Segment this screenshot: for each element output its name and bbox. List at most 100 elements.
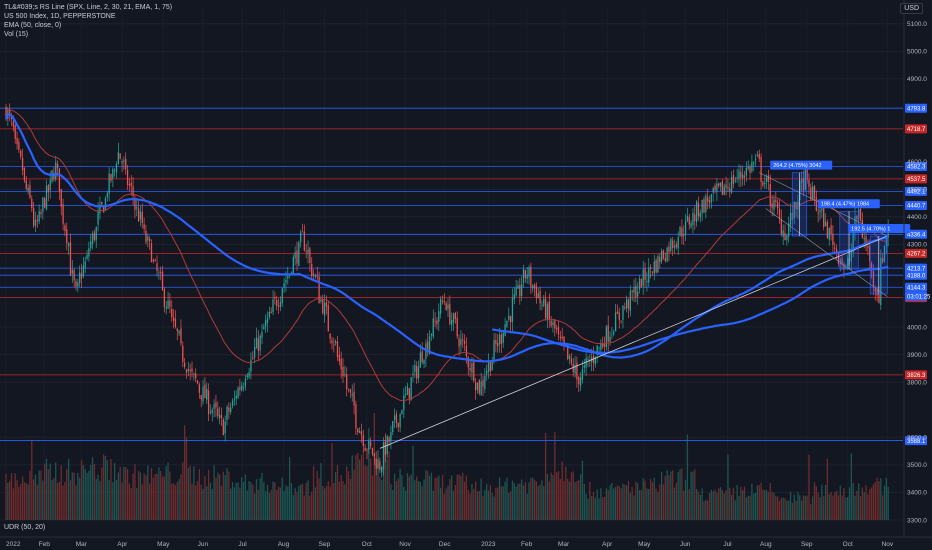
candle-body[interactable]: [259, 335, 261, 351]
candle-body[interactable]: [71, 269, 73, 274]
candle-body[interactable]: [596, 345, 598, 355]
candle-body[interactable]: [112, 168, 114, 179]
candle-body[interactable]: [195, 373, 197, 379]
candle-body[interactable]: [769, 184, 771, 207]
candle-body[interactable]: [850, 251, 852, 262]
candle-body[interactable]: [826, 222, 829, 239]
candle-body[interactable]: [452, 313, 455, 323]
level-price-tag[interactable]: 4336.4: [905, 229, 927, 239]
candle-body[interactable]: [672, 240, 674, 248]
candle-body[interactable]: [824, 221, 827, 226]
currency-button[interactable]: USD: [900, 3, 923, 14]
level-price-tag[interactable]: 4492.1: [905, 186, 927, 196]
candle-body[interactable]: [270, 311, 272, 314]
candle-body[interactable]: [207, 390, 210, 414]
candle-body[interactable]: [508, 315, 510, 320]
candle-body[interactable]: [40, 212, 42, 214]
candle-body[interactable]: [703, 199, 705, 213]
candle-body[interactable]: [305, 251, 307, 252]
candle-body[interactable]: [524, 270, 526, 279]
candle-body[interactable]: [163, 289, 166, 307]
candle-body[interactable]: [108, 173, 110, 194]
level-price-tag[interactable]: 4793.8: [905, 103, 927, 113]
candle-body[interactable]: [550, 320, 552, 326]
candle-body[interactable]: [751, 162, 753, 172]
candle-body[interactable]: [821, 208, 823, 211]
candle-body[interactable]: [532, 285, 534, 289]
candle-body[interactable]: [115, 163, 118, 173]
candle-body[interactable]: [471, 363, 473, 373]
candle-body[interactable]: [611, 334, 613, 336]
candle-body[interactable]: [366, 449, 368, 451]
candle-body[interactable]: [182, 345, 184, 362]
candle-body[interactable]: [261, 331, 263, 338]
candle-body[interactable]: [406, 386, 409, 395]
candle-body[interactable]: [242, 386, 245, 388]
candle-body[interactable]: [625, 298, 628, 309]
candle-body[interactable]: [786, 235, 788, 241]
candle-body[interactable]: [248, 372, 250, 378]
candle-body[interactable]: [578, 376, 580, 385]
candle-body[interactable]: [482, 379, 484, 387]
candle-body[interactable]: [333, 344, 335, 346]
candle-body[interactable]: [23, 167, 26, 181]
indicator-title[interactable]: TL&#039;s RS Line (SPX, Line, 2, 30, 21,…: [4, 4, 173, 11]
candle-body[interactable]: [204, 384, 206, 399]
candle-body[interactable]: [215, 402, 217, 408]
candle-body[interactable]: [277, 305, 280, 307]
candle-body[interactable]: [64, 225, 66, 231]
candle-body[interactable]: [670, 239, 672, 251]
candle-body[interactable]: [707, 197, 709, 202]
candle-body[interactable]: [14, 125, 16, 139]
candle-body[interactable]: [104, 198, 107, 211]
candle-body[interactable]: [865, 236, 867, 246]
candle-body[interactable]: [21, 157, 24, 170]
candle-body[interactable]: [812, 186, 814, 200]
candle-body[interactable]: [82, 265, 84, 277]
candle-body[interactable]: [314, 275, 317, 277]
candle-body[interactable]: [567, 344, 569, 359]
candle-body[interactable]: [780, 218, 782, 235]
candle-body[interactable]: [67, 243, 70, 246]
candle-body[interactable]: [128, 184, 131, 186]
candle-body[interactable]: [86, 254, 88, 259]
level-price-tag[interactable]: 4188.0: [905, 270, 927, 280]
candle-body[interactable]: [456, 317, 458, 337]
candle-body[interactable]: [449, 303, 451, 325]
candle-body[interactable]: [491, 361, 493, 371]
candle-body[interactable]: [274, 297, 276, 299]
candle-body[interactable]: [653, 261, 655, 274]
candle-body[interactable]: [662, 250, 665, 259]
candle-body[interactable]: [637, 291, 639, 297]
candle-body[interactable]: [760, 157, 762, 182]
candle-body[interactable]: [44, 198, 46, 208]
candle-body[interactable]: [848, 259, 851, 261]
candle-body[interactable]: [185, 369, 188, 373]
candle-body[interactable]: [246, 375, 248, 377]
candle-body[interactable]: [187, 368, 189, 372]
candle-body[interactable]: [292, 257, 294, 275]
candle-body[interactable]: [614, 312, 617, 332]
candle-body[interactable]: [351, 393, 353, 396]
candle-body[interactable]: [136, 207, 138, 209]
candle-body[interactable]: [399, 414, 401, 428]
candle-body[interactable]: [62, 204, 64, 224]
price-axis[interactable]: 5100.0 5000.0 4900.0 4600.0 4500.0 4400.0 4300…: [903, 0, 931, 537]
level-price-tag[interactable]: 4144.3: [905, 282, 927, 292]
candle-body[interactable]: [802, 177, 805, 192]
candle-body[interactable]: [664, 258, 666, 262]
candle-body[interactable]: [172, 317, 175, 321]
level-price-tag[interactable]: 4718.7: [905, 124, 927, 134]
candle-body[interactable]: [474, 382, 477, 391]
candle-body[interactable]: [480, 381, 482, 395]
candle-body[interactable]: [863, 238, 865, 240]
candle-body[interactable]: [430, 333, 433, 336]
candle-body[interactable]: [552, 322, 554, 326]
candle-body[interactable]: [576, 362, 578, 380]
candle-body[interactable]: [272, 299, 274, 313]
candle-body[interactable]: [244, 378, 247, 387]
candle-body[interactable]: [528, 267, 530, 277]
candle-body[interactable]: [511, 297, 514, 323]
candle-body[interactable]: [327, 305, 329, 332]
candle-body[interactable]: [198, 384, 201, 393]
